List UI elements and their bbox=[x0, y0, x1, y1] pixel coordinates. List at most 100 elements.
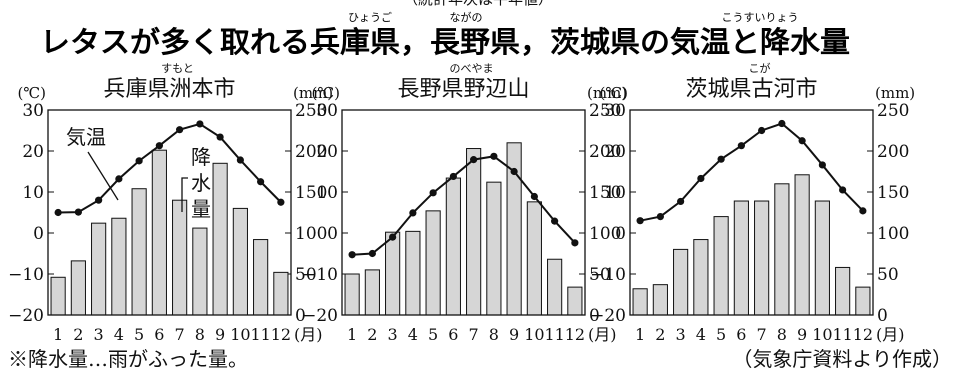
precip-bar bbox=[425, 210, 441, 316]
y-right-tick-label: 50 bbox=[295, 265, 317, 285]
figure-title: レタスが多く取れる兵庫県，長野県，茨城県の気温と降水量 bbox=[40, 25, 850, 59]
x-tick-label: 5 bbox=[716, 325, 726, 344]
precip-annotation-char-1: 降 bbox=[191, 145, 211, 169]
precip-bar bbox=[567, 286, 583, 316]
y-right-tick-label: 200 bbox=[295, 142, 327, 162]
precip-bar bbox=[733, 200, 749, 316]
precip-bar bbox=[253, 239, 269, 316]
x-tick-label: 5 bbox=[428, 325, 438, 344]
precip-bar bbox=[192, 227, 208, 316]
y-right-unit: (mm) bbox=[875, 84, 915, 102]
temperature-point bbox=[758, 126, 766, 135]
precip-bar bbox=[693, 239, 709, 316]
y-left-tick-label: 10 bbox=[604, 183, 626, 203]
y-right-tick-label: 0 bbox=[295, 306, 306, 326]
ruby-hyogo: ひょうご bbox=[348, 10, 392, 24]
y-right-tick-label: 150 bbox=[295, 183, 327, 203]
x-tick-label: 8 bbox=[777, 325, 787, 344]
temperature-point bbox=[677, 197, 685, 206]
y-right-tick-label: 100 bbox=[877, 224, 909, 244]
x-tick-label: 8 bbox=[489, 325, 499, 344]
precip-bar bbox=[111, 217, 127, 316]
x-tick-label: 10 bbox=[230, 325, 250, 344]
x-tick-label: 11 bbox=[544, 325, 564, 344]
temperature-point bbox=[859, 207, 867, 215]
temperature-point bbox=[257, 178, 265, 186]
x-unit: (月) bbox=[294, 325, 323, 344]
temperature-point bbox=[697, 174, 705, 183]
y-left-tick-label: 30 bbox=[316, 101, 338, 121]
panel-title: 兵庫県洲本市 bbox=[103, 77, 235, 102]
precip-bar bbox=[794, 174, 810, 316]
precip-bar bbox=[273, 271, 289, 316]
y-right-tick-label: 250 bbox=[877, 101, 909, 121]
x-tick-label: 9 bbox=[215, 325, 225, 344]
x-tick-label: 5 bbox=[134, 325, 144, 344]
x-tick-label: 6 bbox=[448, 325, 458, 344]
x-tick-label: 2 bbox=[655, 325, 665, 344]
x-tick-label: 3 bbox=[388, 325, 398, 344]
plot-frame bbox=[629, 109, 874, 316]
x-tick-label: 10 bbox=[524, 325, 544, 344]
temperature-point bbox=[176, 126, 184, 134]
y-right-tick-label: 0 bbox=[589, 306, 600, 326]
statistics-note-top: （統計年次は平年値） bbox=[403, 0, 553, 8]
temperature-leader-line bbox=[87, 151, 119, 201]
temperature-point bbox=[449, 172, 457, 181]
x-tick-label: 3 bbox=[94, 325, 104, 344]
y-left-tick-label: 0 bbox=[33, 224, 44, 244]
y-left-tick-label: −20 bbox=[590, 306, 626, 326]
temperature-point bbox=[409, 209, 417, 217]
y-left-tick-label: 10 bbox=[22, 183, 44, 203]
temperature-annotation: 気温 bbox=[66, 125, 106, 149]
temperature-point bbox=[551, 217, 559, 225]
x-tick-label: 11 bbox=[250, 325, 270, 344]
temperature-point bbox=[196, 120, 204, 128]
x-tick-label: 1 bbox=[635, 325, 645, 344]
temperature-point bbox=[277, 198, 285, 206]
footnote: ※降水量…雨がふった量。 bbox=[8, 347, 248, 371]
temperature-point bbox=[155, 142, 163, 150]
temperature-point bbox=[216, 133, 224, 141]
x-tick-label: 10 bbox=[812, 325, 832, 344]
plot-frame bbox=[47, 109, 292, 316]
temperature-point bbox=[236, 156, 244, 164]
y-left-unit: (℃) bbox=[600, 84, 628, 102]
x-tick-label: 6 bbox=[154, 325, 164, 344]
temperature-point bbox=[95, 196, 103, 204]
precip-bar bbox=[405, 230, 421, 316]
precip-bar bbox=[232, 207, 248, 316]
x-tick-label: 4 bbox=[114, 325, 124, 344]
temperature-line bbox=[58, 122, 282, 214]
x-tick-label: 3 bbox=[676, 325, 686, 344]
precip-bar bbox=[212, 162, 228, 316]
temperature-line bbox=[639, 122, 864, 222]
temperature-point bbox=[737, 142, 745, 150]
temperature-point bbox=[530, 192, 538, 201]
precip-bar bbox=[131, 188, 147, 316]
y-left-tick-label: 30 bbox=[604, 101, 626, 121]
y-right-tick-label: 50 bbox=[877, 265, 899, 285]
precip-bar bbox=[466, 148, 482, 316]
temperature-point bbox=[818, 161, 826, 169]
y-left-tick-label: −20 bbox=[8, 306, 44, 326]
y-right-tick-label: 250 bbox=[295, 101, 327, 121]
precip-bar bbox=[814, 200, 830, 316]
x-tick-label: 4 bbox=[408, 325, 418, 344]
precip-bar bbox=[526, 201, 542, 316]
x-tick-label: 7 bbox=[175, 325, 185, 344]
temperature-point bbox=[135, 157, 143, 165]
panel-title-ruby: のべやま bbox=[450, 62, 494, 75]
x-tick-label: 2 bbox=[367, 325, 377, 344]
precip-annotation-char-3: 量 bbox=[191, 197, 211, 221]
precip-bar bbox=[445, 177, 461, 316]
y-right-tick-label: 150 bbox=[877, 183, 909, 203]
panel-title: 茨城県古河市 bbox=[685, 77, 817, 102]
x-tick-label: 6 bbox=[736, 325, 746, 344]
y-right-tick-label: 200 bbox=[877, 142, 909, 162]
precip-bar bbox=[91, 222, 107, 316]
ruby-kousuiryou: こうすいりょう bbox=[722, 11, 799, 24]
